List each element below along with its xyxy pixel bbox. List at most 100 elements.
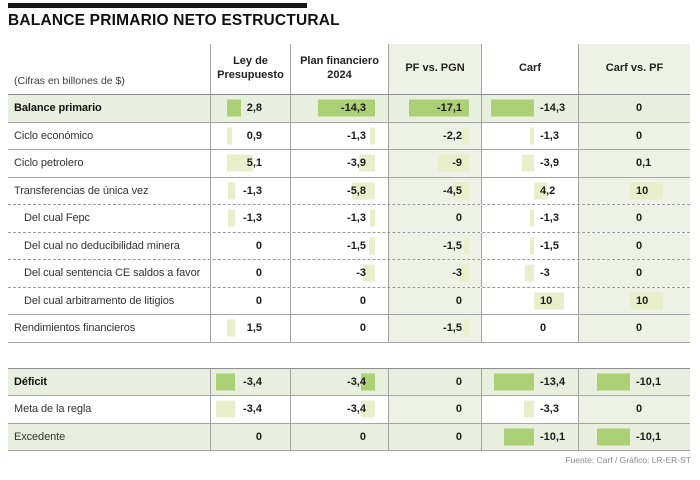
value-text: 5,1 (246, 157, 262, 170)
table-row: Ciclo económico 0,9 -1,3 -2,2 -1,3 0 (8, 122, 690, 150)
row-label: Del cual no deducibilidad minera (24, 239, 180, 252)
value-text: -3,9 (347, 157, 366, 170)
table-row: Excedente 0 0 0 -10,1 -10,1 (8, 423, 690, 451)
row-label: Excedente (14, 430, 66, 443)
value-text: 10 (636, 184, 649, 197)
value-text: 1,5 (246, 322, 262, 335)
value-text: -3 (452, 267, 462, 280)
units-note-cell: (Cifras en billones de $) (8, 44, 210, 94)
data-bar (596, 373, 630, 391)
value-cell: -3,4 (210, 368, 290, 395)
data-bar (227, 209, 235, 227)
value-text: -2,2 (443, 129, 462, 142)
value-text: -3,3 (540, 403, 559, 416)
value-cell: 0 (388, 423, 481, 450)
data-bar (227, 127, 232, 145)
data-bar (525, 264, 534, 282)
value-cell: -2,2 (388, 122, 481, 149)
column-header: Ley de Presupuesto (210, 44, 290, 94)
value-cell: -1,3 (481, 122, 578, 149)
value-text: 10 (540, 294, 553, 307)
value-text: 0 (455, 403, 462, 416)
value-text: 0 (359, 322, 366, 335)
value-text: 0 (636, 403, 643, 416)
value-text: 4,2 (540, 184, 556, 197)
value-text: -3,4 (243, 375, 262, 388)
data-bar (461, 127, 469, 145)
data-bar (534, 292, 564, 310)
value-cell: 0 (578, 232, 690, 259)
data-bar (453, 182, 469, 200)
table-row: Del cual Fepc -1,3 -1,3 0 -1,3 0 (8, 205, 690, 233)
value-text: -10,1 (636, 375, 662, 388)
value-text: 0 (455, 430, 462, 443)
value-cell: 0 (388, 396, 481, 423)
value-text: -13,4 (540, 375, 566, 388)
value-cell: 2,8 (210, 95, 290, 122)
value-cell: -3,4 (210, 396, 290, 423)
data-bar (227, 99, 241, 117)
value-cell: 0 (578, 396, 690, 423)
value-text: 0 (455, 294, 462, 307)
data-bar (491, 99, 534, 117)
value-cell: -10,1 (578, 368, 690, 395)
value-text: -1,5 (540, 239, 559, 252)
value-cell: -3,3 (481, 396, 578, 423)
value-cell: -14,3 (481, 95, 578, 122)
page-title: BALANCE PRIMARIO NETO ESTRUCTURAL (8, 12, 340, 29)
data-bar (534, 182, 547, 200)
value-cell: -1,5 (290, 232, 388, 259)
value-text: -3,4 (347, 403, 366, 416)
value-cell: -1,3 (290, 122, 388, 149)
data-bar (227, 182, 235, 200)
value-text: 0 (636, 212, 643, 225)
data-bar (530, 127, 534, 145)
table-row: Ciclo petrolero 5,1 -3,9 -9 -3,9 0,1 (8, 150, 690, 178)
value-cell: 1,5 (210, 315, 290, 342)
data-bar (409, 99, 469, 117)
table-row: Déficit -3,4 -3,4 0 -13,4 -10,1 (8, 368, 690, 396)
data-bar (524, 400, 534, 418)
table-row: Balance primario 2,8 -14,3 -17,1 -14,3 0 (8, 95, 690, 123)
data-bar (369, 127, 375, 145)
row-label: Meta de la regla (14, 403, 92, 416)
data-bar (227, 319, 235, 337)
value-cell: 5,1 (210, 150, 290, 177)
data-bar (458, 264, 469, 282)
data-bar (227, 154, 253, 172)
value-text: -10,1 (636, 430, 662, 443)
value-cell: 0 (578, 315, 690, 342)
value-cell: -10,1 (578, 423, 690, 450)
table-row: Rendimientos financieros 1,5 0 -1,5 0 0 (8, 315, 690, 343)
value-cell: -1,3 (290, 205, 388, 232)
data-bar (359, 154, 375, 172)
table-row: Del cual arbitramento de litigios 0 0 0 10 10 (8, 287, 690, 315)
row-label: Rendimientos financieros (14, 322, 136, 335)
value-cell: 0 (210, 260, 290, 287)
value-cell: -4,5 (388, 177, 481, 204)
table-row: Del cual no deducibilidad minera 0 -1,5 -1,… (8, 232, 690, 260)
value-text: -1,3 (347, 212, 366, 225)
value-text: 0,9 (246, 129, 262, 142)
value-cell: -13,4 (481, 368, 578, 395)
value-cell: 0 (578, 95, 690, 122)
value-text: 0 (636, 239, 643, 252)
data-bar (522, 154, 534, 172)
data-bar (363, 264, 375, 282)
value-cell: -3,9 (481, 150, 578, 177)
value-text: -1,3 (243, 184, 262, 197)
value-text: -1,3 (540, 212, 559, 225)
value-text: -14,3 (540, 102, 566, 115)
row-label: Ciclo petrolero (14, 157, 84, 170)
data-bar (596, 428, 630, 446)
value-text: 0 (255, 430, 262, 443)
row-label: Del cual arbitramento de litigios (24, 294, 175, 307)
value-text: 0 (636, 267, 643, 280)
table-row: Meta de la regla -3,4 -3,4 0 -3,3 0 (8, 396, 690, 424)
row-label: Transferencias de única vez (14, 184, 149, 197)
value-text: 0 (540, 322, 547, 335)
column-header: Carf vs. PF (578, 44, 690, 94)
value-text: -9 (452, 157, 462, 170)
row-label: Del cual Fepc (24, 212, 90, 225)
data-bar (630, 182, 663, 200)
